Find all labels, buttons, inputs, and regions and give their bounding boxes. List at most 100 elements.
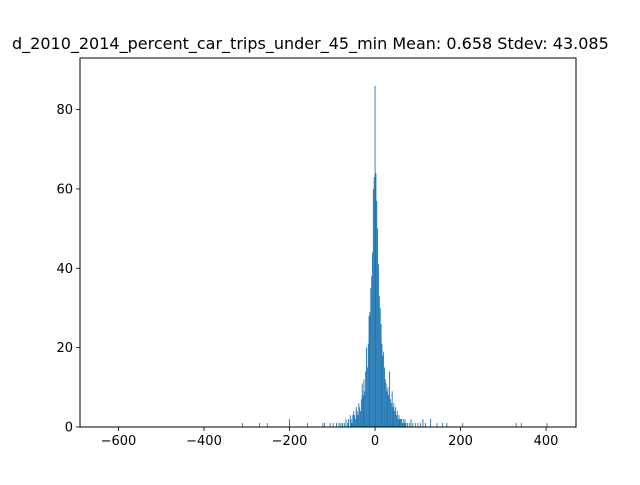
histogram-bar xyxy=(360,411,361,427)
histogram-bars xyxy=(242,85,548,428)
histogram-bar xyxy=(380,323,382,427)
histogram-bar xyxy=(259,423,261,427)
histogram-bar xyxy=(462,423,464,427)
histogram-bar xyxy=(401,423,403,427)
histogram-bar xyxy=(425,423,426,427)
x-axis-ticks: −600 −400 −200 0 200 400 xyxy=(101,427,559,449)
histogram-bar xyxy=(372,252,373,427)
histogram-bar xyxy=(389,371,391,427)
histogram-bar xyxy=(368,315,370,427)
histogram-bar xyxy=(396,411,398,427)
histogram-bar xyxy=(289,419,290,427)
histogram-bar xyxy=(400,419,402,427)
histogram-bar xyxy=(347,423,349,427)
histogram-bar xyxy=(383,351,385,427)
histogram-bar xyxy=(343,423,345,427)
histogram-bar xyxy=(360,399,362,427)
histogram-bar xyxy=(363,379,365,427)
histogram-bar xyxy=(370,288,372,427)
histogram-bar xyxy=(367,343,369,427)
histogram-bar xyxy=(390,399,391,427)
histogram-bar xyxy=(373,177,375,427)
histogram-bar xyxy=(382,355,384,427)
histogram-bar xyxy=(378,296,380,427)
x-tick-label: 400 xyxy=(534,434,559,449)
histogram-bar xyxy=(407,423,408,427)
histogram-bar xyxy=(358,403,360,427)
histogram-bar xyxy=(546,423,548,427)
histogram-bar xyxy=(403,423,405,427)
histogram-bar xyxy=(324,423,326,427)
histogram-bar xyxy=(395,407,397,427)
histogram-bar xyxy=(405,423,407,427)
histogram-bar xyxy=(352,415,354,427)
histogram-bar xyxy=(393,403,395,427)
histogram-bar xyxy=(359,407,361,427)
x-tick-label: 200 xyxy=(448,434,473,449)
y-tick-label: 0 xyxy=(65,421,73,436)
histogram-bar xyxy=(515,423,517,427)
histogram-bar xyxy=(348,419,349,427)
x-tick-label: −600 xyxy=(101,434,137,449)
histogram-bar xyxy=(369,311,371,427)
histogram-bar xyxy=(397,419,399,427)
y-axis-ticks: 0 20 40 60 80 xyxy=(56,103,80,436)
histogram-bar xyxy=(364,391,366,427)
x-tick-label: −200 xyxy=(272,434,308,449)
histogram-bar xyxy=(336,423,338,427)
y-tick-label: 60 xyxy=(56,182,73,197)
histogram-bar xyxy=(384,367,385,427)
histogram-bar xyxy=(361,383,363,427)
histogram-bar xyxy=(329,423,331,427)
histogram-bar xyxy=(357,415,359,427)
histogram-bar xyxy=(349,415,351,427)
histogram-bar xyxy=(436,423,438,427)
histogram-bar xyxy=(266,423,268,427)
histogram-bar xyxy=(446,423,448,427)
histogram-bar xyxy=(340,423,342,427)
histogram-bar xyxy=(377,228,379,427)
histogram-bar xyxy=(355,407,357,427)
histogram-bar xyxy=(442,423,444,427)
histogram-bar xyxy=(388,395,390,427)
x-tick-label: 0 xyxy=(371,434,379,449)
histogram-bar xyxy=(402,419,404,427)
histogram-bar xyxy=(398,415,400,427)
histogram-bar xyxy=(419,423,421,427)
histogram-bar xyxy=(410,419,412,427)
histogram-bar xyxy=(362,395,364,427)
histogram-bar xyxy=(365,371,367,427)
histogram-bar xyxy=(401,419,403,427)
histogram-bar xyxy=(395,415,397,427)
histogram-bar xyxy=(392,407,394,427)
histogram-bar xyxy=(366,347,367,427)
histogram-bar xyxy=(354,419,356,427)
histogram-bar xyxy=(322,423,324,427)
histogram-bar xyxy=(338,423,340,427)
histogram-bar xyxy=(379,307,381,427)
histogram-bar xyxy=(332,423,334,427)
histogram-bar xyxy=(307,423,308,427)
histogram-bar xyxy=(353,411,355,427)
histogram-bar xyxy=(376,200,378,427)
histogram-bar xyxy=(412,423,414,427)
chart-title: d_2010_2014_percent_car_trips_under_45_m… xyxy=(12,34,609,53)
histogram-bar xyxy=(399,419,401,427)
histogram-bar xyxy=(374,85,376,428)
histogram-bar xyxy=(372,188,374,427)
histogram-bar xyxy=(345,419,347,427)
histogram-bar xyxy=(371,276,373,427)
histogram-bar xyxy=(391,391,393,427)
x-tick-label: −400 xyxy=(186,434,222,449)
histogram-bar xyxy=(351,423,353,427)
histogram-bar xyxy=(356,411,358,427)
plot-frame xyxy=(79,57,577,428)
histogram-bar xyxy=(394,411,396,427)
histogram-bar xyxy=(350,419,352,427)
histogram-bar xyxy=(385,383,387,427)
histogram-bar xyxy=(414,423,416,427)
histogram-bar xyxy=(384,379,386,427)
histogram-bar xyxy=(408,423,410,427)
